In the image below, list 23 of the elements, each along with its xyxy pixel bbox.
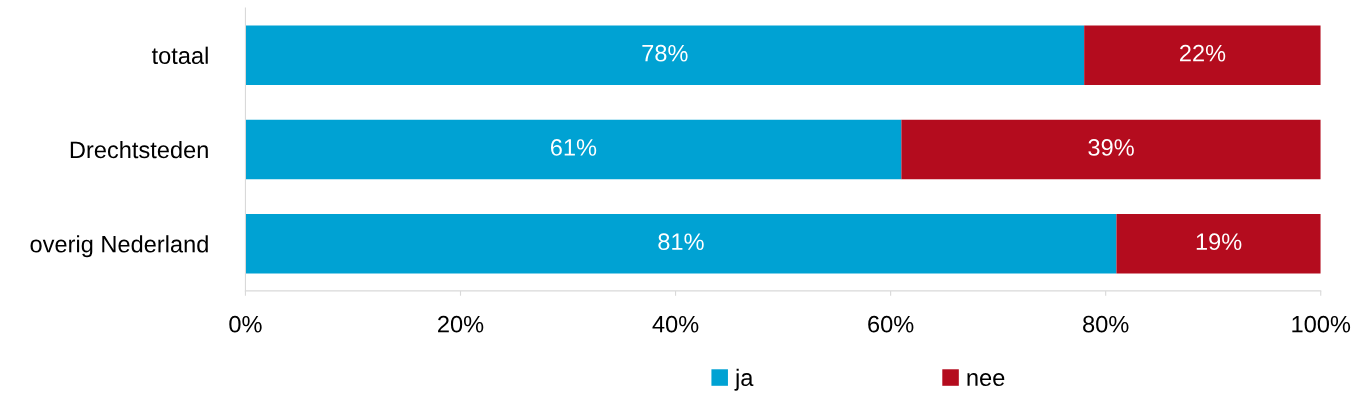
legend-label: ja: [734, 368, 754, 391]
x-tick-label: 100%: [1292, 315, 1351, 333]
bar: [245, 214, 1117, 274]
y-tick-label: Drechtsteden: [70, 140, 208, 159]
bar: [1116, 214, 1321, 274]
bar: [245, 119, 902, 180]
data-label: 78%: [642, 44, 688, 62]
data-label: 61%: [550, 139, 597, 156]
data-label: 22%: [1180, 44, 1226, 62]
bar: [901, 119, 1321, 180]
legend-label: nee: [967, 373, 1005, 387]
y-tick-label: totaal: [151, 46, 208, 64]
x-tick-label: 20%: [438, 315, 484, 333]
data-label: 39%: [1088, 139, 1134, 156]
y-tick-label: overig Nederland: [30, 235, 208, 258]
data-label: 19%: [1196, 233, 1242, 251]
x-tick-label: 80%: [1083, 315, 1129, 333]
bar: [1084, 25, 1321, 85]
x-tick-label: 60%: [868, 315, 914, 333]
x-tick-label: 0%: [229, 315, 262, 333]
x-tick-label: 40%: [652, 315, 699, 333]
bar: [245, 25, 1085, 85]
data-label: 81%: [658, 233, 704, 251]
